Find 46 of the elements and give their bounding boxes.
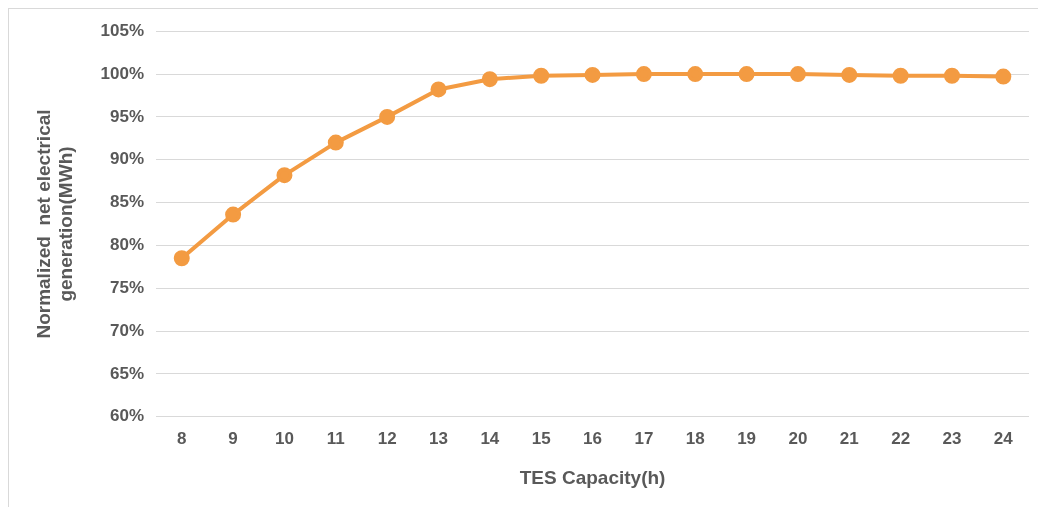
point	[635, 66, 652, 83]
x-tick-label: 22	[891, 428, 911, 448]
point	[687, 66, 704, 83]
point	[379, 108, 396, 125]
x-tick-label: 19	[737, 428, 757, 448]
x-tick-label: 20	[788, 428, 808, 448]
point	[584, 66, 601, 83]
x-tick-label: 14	[480, 428, 500, 448]
y-tick-label: 105%	[100, 20, 145, 40]
y-tick-label: 95%	[110, 106, 145, 126]
point	[481, 71, 498, 88]
x-axis-title: TES Capacity(h)	[519, 466, 666, 488]
y-tick-label: 85%	[110, 192, 145, 212]
point	[276, 167, 293, 184]
x-tick-label: 10	[274, 428, 294, 448]
y-tick-label: 75%	[110, 277, 145, 297]
y-tick-label: 70%	[110, 320, 145, 340]
point	[533, 67, 550, 84]
point	[173, 250, 190, 267]
point	[225, 206, 242, 223]
x-tick-label: 12	[377, 428, 397, 448]
point	[327, 134, 344, 151]
point	[430, 81, 447, 98]
point	[995, 68, 1012, 85]
y-tick-label: 60%	[110, 406, 145, 426]
y-tick-label: 90%	[110, 149, 145, 169]
x-tick-label: 24	[993, 428, 1014, 448]
y-tick-label: 65%	[110, 363, 145, 383]
x-tick-label: 9	[228, 428, 238, 448]
y-axis-title: Normalized net electrical generation(MWh)	[32, 109, 77, 339]
x-tick-label: 15	[531, 428, 551, 448]
x-tick-label: 17	[634, 428, 654, 448]
point	[789, 66, 806, 83]
x-tick-label: 13	[429, 428, 448, 448]
y-tick-label: 80%	[110, 235, 145, 255]
point	[943, 67, 960, 84]
x-tick-label: 8	[177, 428, 187, 448]
x-tick-label: 16	[583, 428, 602, 448]
point	[841, 66, 858, 83]
x-tick-label: 21	[839, 428, 859, 448]
point	[892, 67, 909, 84]
x-tick-label: 23	[942, 428, 962, 448]
point	[738, 66, 755, 83]
y-tick-label: 100%	[100, 63, 145, 83]
x-tick-label: 11	[326, 428, 345, 448]
x-tick-label: 18	[685, 428, 705, 448]
